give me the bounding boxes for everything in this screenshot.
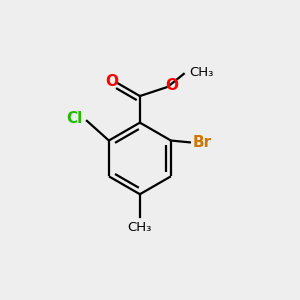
Text: CH₃: CH₃ [190,65,214,79]
Text: Br: Br [192,135,211,150]
Text: Cl: Cl [67,111,83,126]
Text: O: O [105,74,118,89]
Text: CH₃: CH₃ [128,221,152,235]
Text: O: O [165,78,178,93]
